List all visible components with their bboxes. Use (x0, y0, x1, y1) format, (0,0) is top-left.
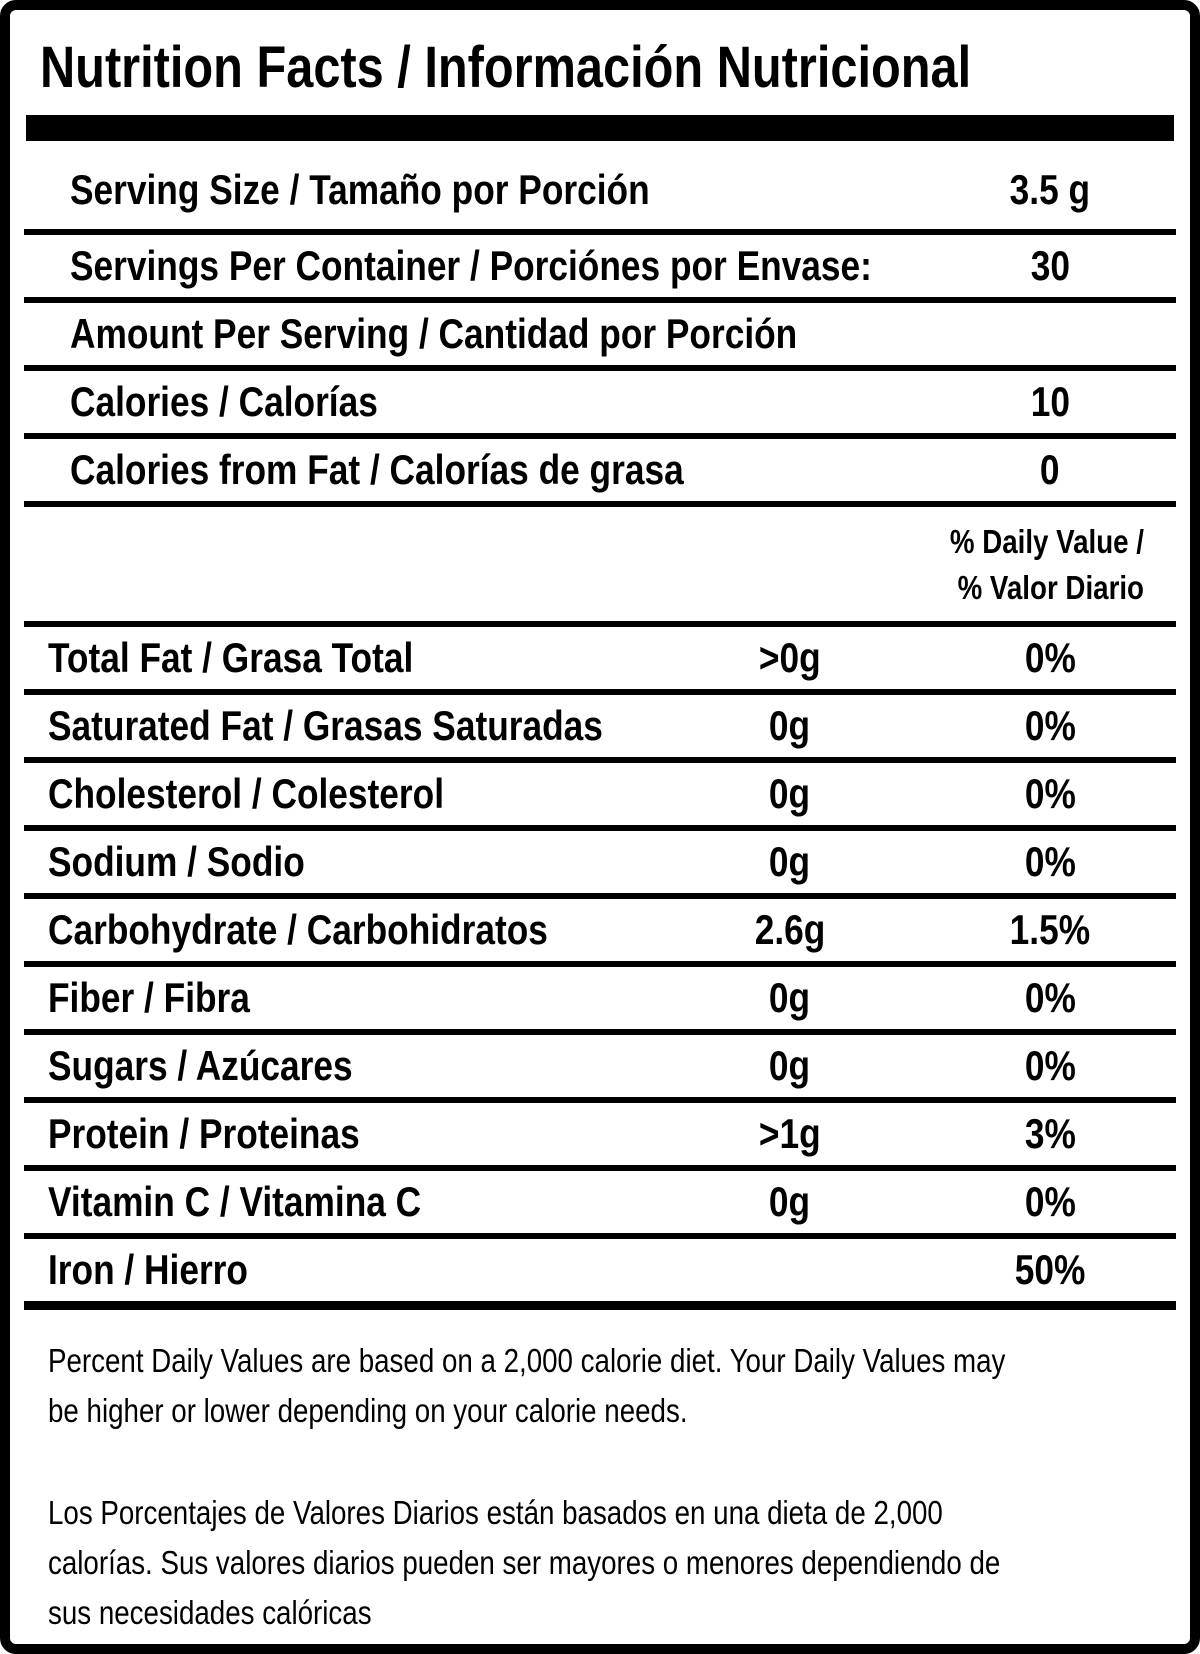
serving-row-value: 10 (1030, 378, 1070, 425)
nutrient-row-percent: 1.5% (1009, 906, 1091, 953)
nutrient-row-amount: >0g (759, 634, 821, 681)
divider (24, 1233, 1176, 1239)
divider (24, 1301, 1176, 1310)
serving-row-value: 0 (1040, 446, 1060, 493)
nutrient-row-amount: 0g (769, 1042, 811, 1089)
serving-row: Calories / Calorías 10 (10, 371, 1190, 433)
nutrient-row: Iron / Hierro 50% (10, 1239, 1190, 1301)
divider (24, 689, 1176, 695)
label-title-text: Nutrition Facts / Información Nutriciona… (40, 35, 972, 100)
serving-row-label: Calories / Calorías (70, 378, 378, 425)
divider (24, 365, 1176, 371)
nutrient-row-label: Sodium / Sodio (48, 838, 305, 885)
divider (24, 297, 1176, 303)
footnote-english-text: Percent Daily Values are based on a 2,00… (48, 1342, 1006, 1429)
nutrient-row-percent: 0% (1024, 1178, 1076, 1225)
nutrients-section: Total Fat / Grasa Total >0g 0% Saturated… (10, 627, 1190, 1310)
serving-row-label: Calories from Fat / Calorías de grasa (70, 446, 684, 493)
divider (24, 961, 1176, 967)
nutrient-row-label: Protein / Proteinas (48, 1110, 360, 1157)
nutrient-row-label: Iron / Hierro (48, 1246, 248, 1293)
nutrient-row-label: Fiber / Fibra (48, 974, 250, 1021)
footnote-english: Percent Daily Values are based on a 2,00… (48, 1336, 1152, 1436)
nutrient-row-percent: 3% (1024, 1110, 1076, 1157)
daily-value-header-line1: % Daily Value / (949, 523, 1144, 560)
nutrient-row-label: Vitamin C / Vitamina C (48, 1178, 422, 1225)
nutrient-row: Sugars / Azúcares 0g 0% (10, 1035, 1190, 1097)
nutrient-row-percent: 0% (1024, 838, 1076, 885)
nutrient-row: Cholesterol / Colesterol 0g 0% (10, 763, 1190, 825)
serving-row-value: 3.5 g (1009, 166, 1091, 213)
nutrient-row-amount: 0g (769, 702, 811, 749)
nutrient-row-amount: >1g (759, 1110, 821, 1157)
footnote-spanish: Los Porcentajes de Valores Diarios están… (48, 1488, 1152, 1638)
serving-row: Servings Per Container / Porciónes por E… (10, 235, 1190, 297)
divider (24, 229, 1176, 235)
nutrient-row-percent: 0% (1024, 702, 1076, 749)
nutrient-row-amount: 0g (769, 770, 811, 817)
title-separator-bar (26, 115, 1174, 141)
nutrient-row: Protein / Proteinas >1g 3% (10, 1103, 1190, 1165)
nutrient-row-label: Saturated Fat / Grasas Saturadas (48, 702, 603, 749)
serving-row-value: 30 (1030, 242, 1070, 289)
nutrient-row-amount: 0g (769, 1178, 811, 1225)
nutrient-row-amount: 2.6g (754, 906, 826, 953)
serving-row: Amount Per Serving / Cantidad por Porció… (10, 303, 1190, 365)
divider (24, 621, 1176, 627)
nutrient-row: Saturated Fat / Grasas Saturadas 0g 0% (10, 695, 1190, 757)
serving-row-label: Serving Size / Tamaño por Porción (70, 166, 650, 213)
nutrient-row: Sodium / Sodio 0g 0% (10, 831, 1190, 893)
serving-info-section: Serving Size / Tamaño por Porción 3.5 g … (10, 141, 1190, 507)
nutrient-row: Carbohydrate / Carbohidratos 2.6g 1.5% (10, 899, 1190, 961)
nutrient-row-label: Total Fat / Grasa Total (48, 634, 414, 681)
nutrient-row-label: Sugars / Azúcares (48, 1042, 353, 1089)
daily-value-header: % Daily Value / % Valor Diario (10, 507, 1190, 621)
serving-row: Calories from Fat / Calorías de grasa 0 (10, 439, 1190, 501)
daily-value-header-line2: % Valor Diario (957, 569, 1144, 606)
nutrient-row: Total Fat / Grasa Total >0g 0% (10, 627, 1190, 689)
nutrient-row-label: Carbohydrate / Carbohidratos (48, 906, 548, 953)
divider (24, 1029, 1176, 1035)
serving-row-label: Servings Per Container / Porciónes por E… (70, 242, 872, 289)
nutrient-row: Fiber / Fibra 0g 0% (10, 967, 1190, 1029)
nutrient-row-percent: 0% (1024, 770, 1076, 817)
nutrient-row-percent: 0% (1024, 1042, 1076, 1089)
nutrient-row: Vitamin C / Vitamina C 0g 0% (10, 1171, 1190, 1233)
nutrient-row-amount: 0g (769, 974, 811, 1021)
divider (24, 501, 1176, 507)
divider (24, 757, 1176, 763)
nutrient-row-percent: 50% (1014, 1246, 1086, 1293)
divider (24, 893, 1176, 899)
serving-row: Serving Size / Tamaño por Porción 3.5 g (10, 141, 1190, 229)
divider (24, 433, 1176, 439)
nutrient-row-percent: 0% (1024, 634, 1076, 681)
nutrient-row-amount: 0g (769, 838, 811, 885)
divider (24, 1165, 1176, 1171)
label-title: Nutrition Facts / Información Nutriciona… (10, 10, 1190, 101)
divider (24, 825, 1176, 831)
footnote-spanish-text: Los Porcentajes de Valores Diarios están… (48, 1494, 1001, 1631)
serving-row-label: Amount Per Serving / Cantidad por Porció… (70, 310, 798, 357)
divider (24, 1097, 1176, 1103)
nutrient-row-label: Cholesterol / Colesterol (48, 770, 445, 817)
nutrient-row-percent: 0% (1024, 974, 1076, 1021)
